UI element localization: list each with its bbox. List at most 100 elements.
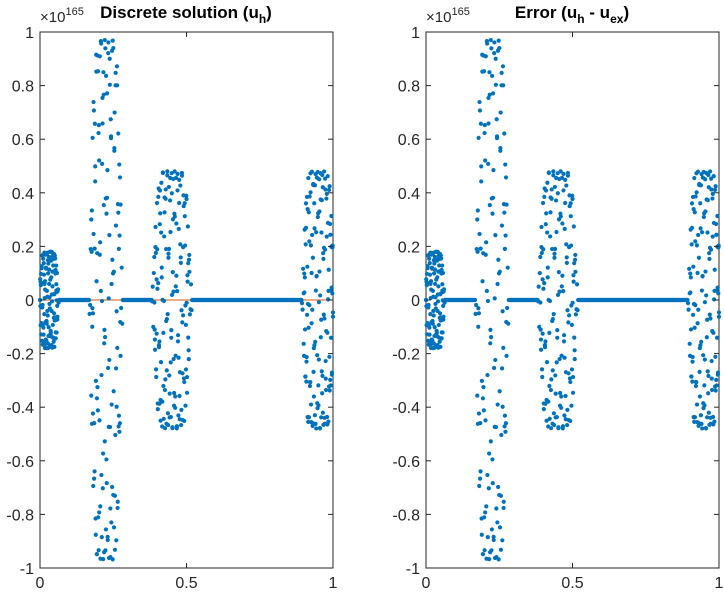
data-point bbox=[112, 547, 118, 552]
data-point bbox=[551, 173, 556, 178]
data-point bbox=[705, 197, 710, 203]
data-point bbox=[707, 251, 712, 256]
data-point bbox=[550, 246, 555, 252]
data-point bbox=[109, 520, 114, 525]
data-point bbox=[552, 255, 557, 260]
data-point bbox=[38, 277, 43, 282]
data-point bbox=[440, 282, 445, 287]
data-point bbox=[91, 99, 96, 105]
y-tick-label: -0.4 bbox=[6, 400, 34, 417]
data-point bbox=[562, 226, 567, 232]
data-point bbox=[169, 191, 174, 196]
data-point bbox=[301, 341, 306, 346]
y-tick-label: -0.8 bbox=[392, 507, 420, 524]
data-point bbox=[159, 275, 164, 280]
data-point bbox=[94, 279, 99, 284]
data-point bbox=[704, 170, 709, 176]
data-point bbox=[571, 273, 576, 278]
data-point bbox=[714, 335, 720, 340]
data-point bbox=[44, 288, 50, 293]
data-point bbox=[55, 303, 60, 308]
data-point bbox=[178, 183, 183, 188]
y-tick-label: 1 bbox=[25, 25, 34, 42]
data-point bbox=[555, 335, 560, 340]
data-point bbox=[483, 54, 488, 59]
data-point bbox=[154, 277, 159, 282]
left-ticks: -1 -0.8 -0.6 -0.4 -0.2 0 0.2 0.4 0.6 0.8 1 0 0.5 1 bbox=[6, 25, 337, 592]
data-point bbox=[41, 261, 46, 266]
data-point bbox=[301, 266, 306, 271]
data-point bbox=[107, 233, 112, 238]
data-point bbox=[55, 289, 60, 294]
data-point bbox=[323, 176, 328, 181]
data-point bbox=[488, 37, 493, 43]
data-point bbox=[318, 170, 323, 176]
data-point bbox=[565, 170, 571, 176]
data-point bbox=[90, 311, 96, 316]
data-point bbox=[703, 425, 708, 431]
data-point bbox=[328, 383, 333, 388]
data-point bbox=[327, 354, 332, 359]
data-point bbox=[101, 203, 106, 208]
data-point bbox=[708, 169, 713, 174]
data-point bbox=[175, 333, 181, 338]
data-point bbox=[540, 331, 545, 336]
data-point bbox=[478, 121, 483, 126]
data-point bbox=[692, 210, 697, 215]
y-tick-label: -1 bbox=[406, 561, 420, 578]
data-point bbox=[158, 397, 163, 403]
data-point bbox=[318, 293, 323, 298]
data-point bbox=[501, 83, 506, 88]
data-point bbox=[42, 341, 47, 346]
data-point bbox=[713, 388, 718, 393]
y-tick-label: -0.4 bbox=[392, 400, 420, 417]
data-point bbox=[441, 303, 446, 308]
data-point bbox=[304, 379, 309, 384]
data-point bbox=[116, 413, 122, 418]
data-point bbox=[152, 254, 157, 260]
data-point bbox=[705, 317, 710, 322]
data-point bbox=[99, 298, 105, 304]
data-point bbox=[573, 312, 578, 317]
data-point bbox=[177, 177, 182, 182]
data-point bbox=[693, 239, 698, 244]
data-point bbox=[500, 309, 505, 314]
data-point bbox=[323, 187, 328, 192]
y-tick-label: 0.2 bbox=[398, 239, 420, 256]
data-point bbox=[116, 131, 121, 136]
data-point bbox=[432, 261, 437, 266]
data-point bbox=[693, 383, 699, 389]
data-point bbox=[476, 411, 482, 416]
data-point bbox=[502, 413, 508, 418]
data-point bbox=[487, 70, 492, 75]
data-point bbox=[709, 358, 714, 364]
data-point bbox=[696, 255, 702, 260]
data-point bbox=[476, 311, 482, 316]
data-point bbox=[91, 476, 97, 481]
data-point bbox=[499, 366, 505, 371]
data-point bbox=[90, 411, 96, 416]
data-point bbox=[716, 291, 721, 296]
data-point bbox=[685, 297, 690, 303]
data-point bbox=[424, 277, 429, 282]
data-point bbox=[322, 316, 327, 321]
data-point bbox=[694, 402, 700, 407]
data-point bbox=[109, 281, 114, 287]
data-point bbox=[50, 322, 55, 328]
data-point bbox=[104, 457, 109, 462]
data-point bbox=[493, 82, 498, 87]
data-point bbox=[689, 201, 695, 206]
data-point bbox=[702, 357, 707, 362]
data-point bbox=[564, 255, 569, 260]
data-point bbox=[489, 73, 495, 78]
data-point bbox=[561, 171, 566, 176]
data-point bbox=[102, 439, 107, 444]
data-point bbox=[476, 306, 481, 311]
data-point bbox=[103, 548, 108, 553]
data-point bbox=[329, 213, 334, 219]
data-point bbox=[550, 368, 555, 373]
data-point bbox=[302, 290, 307, 295]
data-point bbox=[564, 260, 569, 265]
data-point bbox=[713, 184, 718, 189]
